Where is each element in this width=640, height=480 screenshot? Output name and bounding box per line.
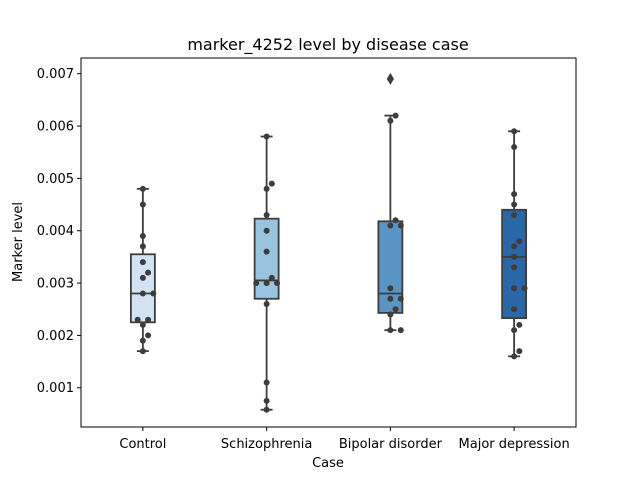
chart-title: marker_4252 level by disease case: [187, 35, 468, 55]
data-point: [387, 285, 394, 292]
data-point: [387, 222, 394, 229]
data-point: [397, 222, 404, 229]
data-point: [150, 290, 157, 297]
y-tick-label: 0.007: [37, 67, 74, 82]
data-point: [263, 301, 270, 307]
data-point: [139, 201, 146, 208]
y-tick-label: 0.001: [37, 381, 74, 396]
data-point: [511, 191, 518, 198]
y-axis-label: Marker level: [11, 202, 26, 282]
y-axis: 0.001 0.002 0.003 0.004 0.005 0.006 0.007: [37, 67, 81, 396]
data-point: [392, 112, 399, 119]
box-iqr: [129, 253, 156, 324]
data-point: [263, 379, 270, 386]
data-point: [397, 295, 404, 302]
data-point: [134, 316, 141, 323]
data-point: [263, 248, 270, 255]
y-tick-label: 0.002: [37, 329, 74, 344]
data-point: [139, 232, 146, 239]
data-point: [263, 133, 270, 140]
x-tick-label: Control: [119, 437, 166, 452]
data-point: [263, 227, 270, 234]
x-axis-label: Case: [312, 456, 344, 471]
data-point: [516, 348, 523, 355]
box-group: [253, 135, 280, 411]
data-point: [263, 212, 270, 219]
swarm-group: [134, 185, 157, 355]
data-point: [387, 75, 394, 82]
box-iqr: [501, 208, 528, 320]
swarm-group: [387, 75, 404, 334]
x-tick-label: Bipolar disorder: [339, 437, 443, 452]
data-point: [511, 285, 518, 292]
data-point: [387, 117, 394, 124]
data-point: [145, 332, 152, 339]
data-point: [139, 243, 146, 250]
plot-frame: [80, 57, 577, 428]
data-point: [139, 290, 146, 297]
data-point: [511, 253, 518, 260]
x-tick-label: Major depression: [459, 437, 570, 452]
data-point: [392, 306, 399, 313]
data-point: [387, 295, 394, 302]
x-axis: Control Schizophrenia Bipolar disorder Majo…: [119, 427, 570, 452]
y-tick-label: 0.005: [37, 172, 74, 187]
data-point: [253, 280, 260, 287]
y-tick-label: 0.006: [37, 120, 74, 135]
data-point: [139, 348, 146, 355]
data-point: [511, 306, 518, 313]
box-group: [377, 72, 404, 332]
swarm-group: [511, 128, 528, 360]
data-point: [511, 353, 518, 360]
data-point: [139, 274, 146, 281]
y-tick-label: 0.004: [37, 224, 74, 239]
data-point: [139, 259, 146, 266]
data-point: [511, 128, 518, 135]
y-tick-label: 0.003: [37, 277, 74, 292]
data-point: [516, 321, 523, 328]
data-point: [392, 217, 399, 224]
data-point: [139, 185, 146, 192]
swarm-group: [253, 133, 281, 413]
data-point: [511, 212, 518, 219]
data-point: [263, 406, 270, 413]
box-group: [501, 130, 528, 358]
data-point: [511, 264, 518, 271]
data-point: [516, 238, 523, 245]
data-point: [511, 327, 518, 334]
data-point: [139, 321, 146, 328]
plot-area: [129, 72, 528, 413]
data-point: [263, 397, 270, 404]
data-point: [268, 274, 275, 281]
data-point: [387, 311, 394, 318]
data-point: [511, 143, 518, 150]
box-group: [129, 187, 156, 353]
data-point: [263, 280, 270, 287]
data-point: [139, 337, 146, 344]
data-point: [145, 316, 152, 323]
data-point: [145, 269, 152, 276]
data-point: [511, 243, 518, 250]
data-point: [387, 327, 394, 334]
data-point: [263, 185, 270, 192]
data-point: [521, 285, 528, 292]
data-point: [274, 280, 281, 287]
x-tick-label: Schizophrenia: [221, 437, 312, 452]
data-point: [397, 327, 404, 334]
data-point: [268, 180, 275, 187]
data-point: [511, 201, 518, 208]
